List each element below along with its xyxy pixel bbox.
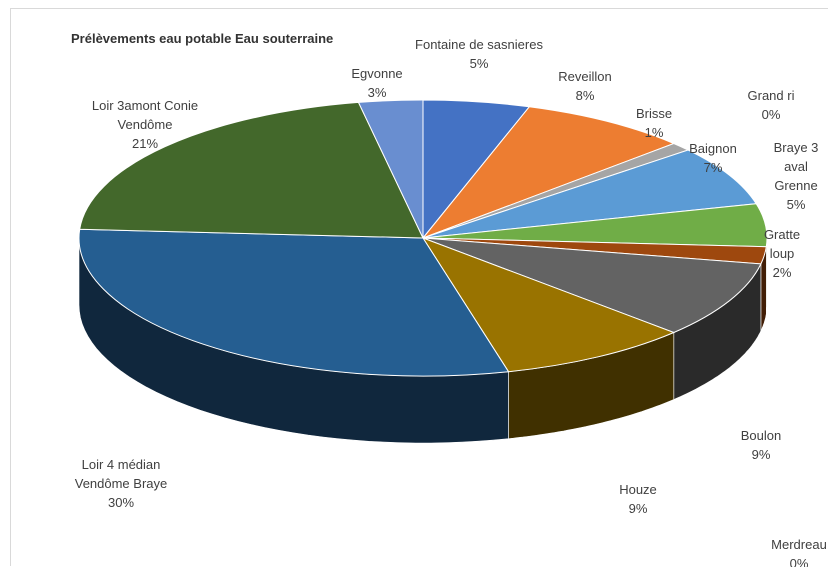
data-label-grand-ri: Grand ri 0% [748, 88, 795, 122]
pie-slice-egvonne [357, 99, 424, 239]
chart-area: Prélèvements eau potable Eau souterraine… [10, 8, 828, 567]
data-label-braye-3-aval-grenne: Braye 3 aval Grenne 5% [774, 140, 819, 212]
pie-depth-layer [78, 237, 768, 444]
pie-slice-loir-3amont-conie-vendome [79, 101, 424, 239]
data-label-loir-3amont-conie-vendome: Loir 3amont Conie Vendôme 21% [92, 98, 198, 151]
data-label-baignon: Baignon 7% [689, 141, 737, 175]
pie-slice-loir-4-median-vendome-braye [78, 228, 510, 377]
pie-slice-baignon [422, 149, 758, 239]
pie-label-layer: Fontaine de sasnieres 5% Reveillon 8% Brisse… [75, 37, 827, 567]
data-label-gratte-loup: Gratte loup 2% [764, 227, 800, 280]
data-label-egvonne: Egvonne 3% [351, 66, 402, 100]
pie-slice-boulon [422, 237, 762, 334]
chart-title: Prélèvements eau potable Eau souterraine [71, 31, 333, 46]
pie-top-layer [78, 99, 768, 377]
pie-slice-reveillon [421, 106, 676, 240]
data-label-brisse: Brisse 1% [636, 106, 672, 140]
data-label-fontaine-de-sasnieres: Fontaine de sasnieres 5% [415, 37, 543, 71]
data-label-loir-4-median-vendome-braye: Loir 4 médian Vendôme Braye 30% [75, 457, 168, 510]
pie-slice-houze [421, 237, 676, 373]
data-label-reveillon: Reveillon 8% [558, 69, 611, 103]
data-label-boulon: Boulon 9% [741, 428, 781, 462]
data-label-merdreau: Merdreau 0% [771, 537, 827, 567]
data-label-houze: Houze 9% [619, 482, 657, 516]
pie-chart: Prélèvements eau potable Eau souterraine… [71, 31, 827, 567]
